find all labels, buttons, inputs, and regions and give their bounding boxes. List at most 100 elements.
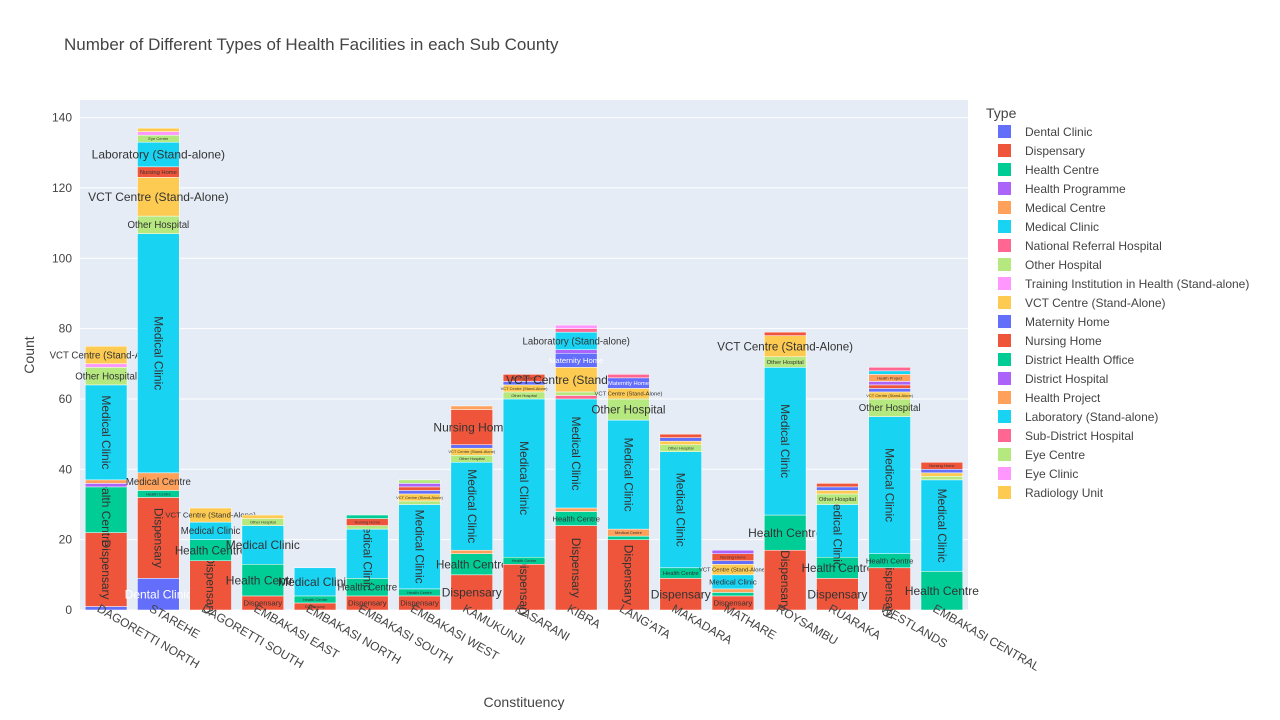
bar-segment-vct-centre-stand-alone[interactable]	[137, 177, 180, 217]
legend-item-vct-centre-stand-alone[interactable]: VCT Centre (Stand-Alone)	[998, 296, 1166, 310]
bar-segment-vct-centre-stand-alone[interactable]	[555, 367, 598, 393]
bar-segment-maternity-home[interactable]	[920, 469, 964, 474]
bar-segment-medical-clinic[interactable]	[502, 398, 546, 558]
bar-segment-district-health-office[interactable]	[346, 514, 389, 519]
bar-segment-laboratory-stand-alone[interactable]	[868, 370, 911, 375]
bar-segment-sub-district-hospital[interactable]	[555, 328, 598, 333]
legend-item-medical-clinic[interactable]: Medical Clinic	[998, 220, 1099, 234]
bar-segment-nursing-home[interactable]	[920, 462, 964, 470]
bar-segment-health-project[interactable]	[450, 405, 493, 410]
bar-segment-maternity-home[interactable]	[398, 490, 441, 495]
bar-segment-district-hospital[interactable]	[868, 381, 911, 386]
bar-segment-health-centre[interactable]	[607, 535, 650, 540]
bar-segment-medical-clinic[interactable]	[398, 504, 441, 590]
bar-segment-health-centre[interactable]	[241, 564, 284, 597]
legend-item-health-programme[interactable]: Health Programme	[998, 182, 1126, 196]
legend-item-sub-district-hospital[interactable]: Sub-District Hospital	[998, 429, 1134, 443]
legend-item-district-hospital[interactable]: District Hospital	[998, 372, 1108, 386]
bar-segment-eye-clinic[interactable]	[137, 131, 180, 136]
bar-segment-national-referral-hospital[interactable]	[555, 395, 598, 400]
bar-segment-maternity-home[interactable]	[711, 560, 755, 565]
bar-segment-vct-centre-stand-alone[interactable]	[659, 440, 702, 445]
bar-segment-sub-district-hospital[interactable]	[868, 367, 911, 372]
bar-segment-vct-centre-stand-alone[interactable]	[816, 490, 859, 495]
bar-segment-medical-clinic[interactable]	[346, 528, 389, 579]
bar-segment-maternity-home[interactable]	[868, 388, 911, 393]
bar-segment-medical-clinic[interactable]	[137, 233, 180, 474]
bar-segment-laboratory-stand-alone[interactable]	[137, 141, 180, 168]
bar-segment-medical-centre[interactable]	[84, 479, 128, 484]
bar-segment-vct-centre-stand-alone[interactable]	[241, 514, 284, 519]
bar-segment-dispensary[interactable]	[764, 549, 807, 611]
legend-item-medical-centre[interactable]: Medical Centre	[998, 201, 1106, 215]
bar-segment-dispensary[interactable]	[816, 578, 859, 611]
bar-segment-dispensary[interactable]	[189, 560, 232, 611]
bar-segment-medical-clinic[interactable]	[241, 525, 284, 565]
bar-segment-medical-clinic[interactable]	[920, 479, 964, 572]
bar-segment-district-hospital[interactable]	[398, 483, 441, 488]
bar-segment-dispensary[interactable]	[555, 525, 598, 611]
bar-segment-nursing-home[interactable]	[868, 384, 911, 389]
bar-segment-nursing-home[interactable]	[450, 409, 493, 445]
bar-segment-nursing-home[interactable]	[398, 486, 441, 491]
bar-segment-dispensary[interactable]	[607, 539, 650, 611]
bar-segment-medical-clinic[interactable]	[659, 451, 702, 569]
legend-item-laboratory-stand-alone[interactable]: Laboratory (Stand-alone)	[998, 410, 1158, 424]
bar-segment-other-hospital[interactable]	[398, 500, 441, 505]
bar-segment-eye-clinic[interactable]	[555, 324, 598, 329]
bar-segment-medical-clinic[interactable]	[868, 416, 911, 554]
bar-segment-dispensary[interactable]	[659, 578, 702, 611]
legend-item-dental-clinic[interactable]: Dental Clinic	[998, 125, 1092, 139]
legend-item-health-project[interactable]: Health Project	[998, 391, 1101, 405]
bar-segment-health-centre[interactable]	[711, 592, 755, 597]
bar-segment-medical-clinic[interactable]	[450, 462, 493, 551]
bar-segment-health-centre[interactable]	[84, 486, 128, 533]
bar-segment-medical-centre[interactable]	[555, 507, 598, 512]
bar-segment-maternity-home[interactable]	[816, 486, 859, 491]
bar-segment-health-centre[interactable]	[764, 514, 807, 551]
legend-item-radiology-unit[interactable]: Radiology Unit	[998, 486, 1104, 500]
bar-segment-other-hospital[interactable]	[346, 525, 389, 530]
bar-segment-maternity-home[interactable]	[659, 437, 702, 442]
bar-segment-dispensary[interactable]	[502, 564, 546, 611]
bar-segment-maternity-home[interactable]	[450, 444, 493, 449]
bar-segment-district-hospital[interactable]	[555, 349, 598, 354]
legend-item-eye-clinic[interactable]: Eye Clinic	[998, 467, 1078, 481]
bar-segment-vct-centre-stand-alone[interactable]	[920, 472, 964, 477]
bar-segment-medical-centre[interactable]	[711, 588, 755, 593]
bar-segment-vct-centre-stand-alone[interactable]	[189, 507, 232, 523]
legend-item-national-referral-hospital[interactable]: National Referral Hospital	[998, 239, 1162, 253]
bar-segment-medical-clinic[interactable]	[816, 504, 859, 558]
legend-item-other-hospital[interactable]: Other Hospital	[998, 258, 1102, 272]
bar-segment-dispensary[interactable]	[450, 574, 493, 611]
bar-segment-medical-clinic[interactable]	[84, 384, 128, 481]
bar-segment-sub-district-hospital[interactable]	[607, 374, 650, 379]
bar-segment-medical-clinic[interactable]	[555, 398, 598, 509]
bar-segment-nursing-home[interactable]	[502, 374, 546, 382]
legend-item-health-centre[interactable]: Health Centre	[998, 163, 1099, 177]
bar-segment-eye-centre[interactable]	[398, 479, 441, 484]
bar-segment-radiology-unit[interactable]	[137, 127, 180, 132]
legend-item-maternity-home[interactable]: Maternity Home	[998, 315, 1110, 329]
bar-segment-health-programme[interactable]	[84, 483, 128, 488]
legend-item-nursing-home[interactable]: Nursing Home	[998, 334, 1102, 348]
bar-segment-nursing-home[interactable]	[764, 331, 807, 336]
bar-segment-district-hospital[interactable]	[711, 549, 755, 554]
bar-segment-training-institution-in-health-stand-alone[interactable]	[84, 363, 128, 368]
bar-segment-medical-clinic[interactable]	[607, 419, 650, 530]
bar-segment-dispensary[interactable]	[137, 497, 180, 579]
bar-segment-other-hospital[interactable]	[555, 391, 598, 396]
legend-item-eye-centre[interactable]: Eye Centre	[998, 448, 1085, 462]
bar-segment-dental-clinic[interactable]	[137, 578, 180, 611]
bar-segment-vct-centre-stand-alone[interactable]	[84, 345, 128, 365]
legend-item-district-health-office[interactable]: District Health Office	[998, 353, 1134, 367]
legend-item-training-institution-in-health-stand-alone[interactable]: Training Institution in Health (Stand-al…	[998, 277, 1249, 291]
bar-segment-nursing-home[interactable]	[816, 483, 859, 488]
bar-segment-nursing-home[interactable]	[659, 433, 702, 438]
bar-segment-medical-clinic[interactable]	[293, 567, 337, 597]
bar-segment-other-hospital[interactable]	[920, 476, 964, 481]
legend-item-dispensary[interactable]: Dispensary	[998, 144, 1085, 158]
bar-segment-medical-centre[interactable]	[450, 549, 493, 554]
bar-segment-health-centre[interactable]	[920, 571, 964, 611]
bar-segment-dispensary[interactable]	[84, 532, 128, 607]
